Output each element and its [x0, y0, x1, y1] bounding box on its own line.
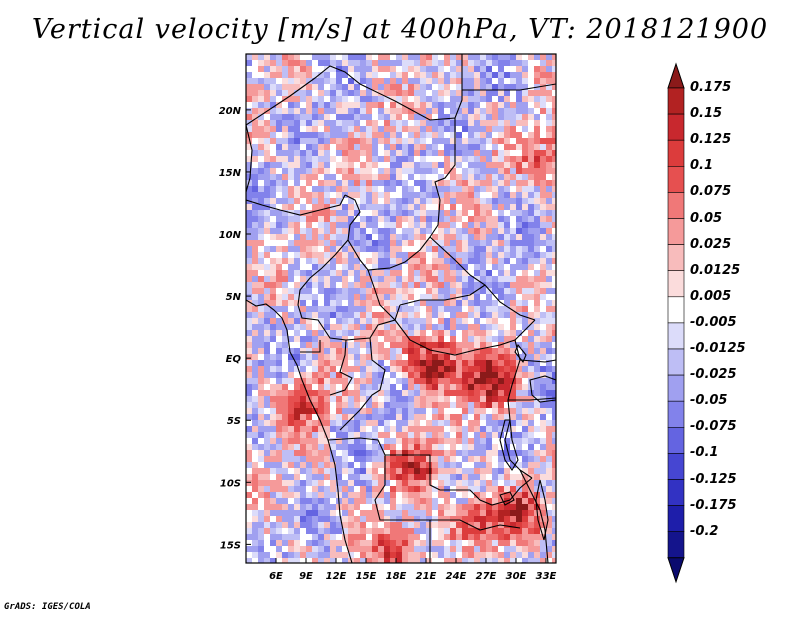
- colorbar-label: 0.175: [690, 80, 732, 95]
- colorbar-swatch: [667, 113, 685, 141]
- colorbar-label: 0.075: [690, 184, 732, 200]
- colorbar-label: -0.025: [690, 367, 737, 383]
- lon-tick-label: 15E: [356, 571, 377, 582]
- colorbar-swatch: [667, 87, 685, 115]
- map-title: Vertical velocity [m/s] at 400hPa, VT: 2…: [31, 14, 769, 45]
- colorbar-label: -0.05: [690, 393, 728, 409]
- lon-tick-label: 9E: [299, 571, 313, 582]
- lon-tick-label: 24E: [446, 571, 467, 582]
- lon-tick-label: 33E: [536, 571, 557, 582]
- lon-tick-label: 30E: [506, 571, 527, 582]
- colorbar-label: 0.05: [690, 210, 723, 226]
- colorbar-swatch: [667, 139, 685, 167]
- lat-tick-label: EQ: [226, 354, 242, 365]
- colorbar-swatch: [667, 296, 685, 324]
- colorbar-label: -0.2: [690, 523, 719, 539]
- colorbar-swatch: [667, 166, 685, 193]
- colorbar-label: 0.0125: [690, 262, 741, 278]
- colorbar-label: -0.005: [690, 314, 737, 330]
- colorbar-swatch: [667, 479, 685, 506]
- lat-tick-label: 5N: [226, 292, 242, 303]
- colorbar-swatch: [667, 192, 685, 219]
- colorbar-label: -0.125: [690, 471, 737, 487]
- country-borders: [246, 54, 556, 563]
- border-car: [394, 236, 536, 356]
- colorbar-label: -0.0125: [690, 341, 746, 356]
- colorbar-label: -0.1: [690, 445, 719, 461]
- lake-malawi: [535, 479, 549, 541]
- border-congo: [300, 337, 386, 431]
- colorbar-swatch: [667, 244, 685, 272]
- velocity-field: [246, 54, 556, 563]
- lat-tick-label: 10N: [219, 230, 242, 241]
- colorbar-top-arrow: [667, 62, 685, 89]
- lon-tick-label: 18E: [386, 571, 407, 582]
- colorbar-swatch: [667, 426, 685, 454]
- colorbar-label: -0.175: [690, 497, 737, 513]
- lake-albert: [514, 343, 527, 364]
- lake-tanganyika: [499, 419, 519, 472]
- colorbar-label: 0.025: [690, 236, 732, 252]
- lake-victoria: [529, 375, 556, 403]
- map-axes: 6E 9E 12E 15E 18E 21E 24E 27E 30E 33E 20N 15N 10N 5N E…: [219, 106, 557, 582]
- colorbar-swatch: [667, 505, 685, 533]
- colorbar-label: 0.15: [690, 106, 723, 122]
- lat-tick-label: 20N: [219, 106, 242, 117]
- colorbar-label: -0.075: [690, 419, 737, 435]
- lake-mweru: [499, 491, 515, 506]
- colorbar-label: 0.1: [690, 158, 714, 174]
- lat-tick-label: 15S: [220, 540, 241, 551]
- colorbar-swatch: [667, 322, 685, 350]
- border-chad: [246, 194, 431, 271]
- lon-tick-label: 27E: [476, 571, 497, 582]
- coastline: [246, 124, 353, 563]
- colorbar-label: 0.005: [690, 288, 732, 304]
- border-nigeria-cameroon: [297, 239, 401, 341]
- colorbar-swatch: [667, 400, 685, 428]
- lon-tick-label: 21E: [416, 571, 437, 582]
- colorbar-swatch: [667, 218, 685, 245]
- map-frame: [245, 53, 557, 564]
- lon-tick-label: 6E: [269, 571, 283, 582]
- colorbar-swatch: [667, 270, 685, 298]
- colorbar-bottom-arrow: [667, 557, 685, 584]
- colorbar-swatch: [667, 453, 685, 480]
- lon-tick-label: 12E: [326, 571, 347, 582]
- lat-tick-label: 15N: [219, 168, 242, 179]
- colorbar-swatch: [667, 531, 685, 559]
- colorbar-swatch: [667, 348, 685, 376]
- colorbar: [667, 62, 685, 584]
- grads-credit: GrADS: IGES/COLA: [4, 602, 91, 612]
- lat-tick-label: 10S: [220, 478, 241, 489]
- border-drc-south: [327, 437, 533, 563]
- border-north: [246, 54, 556, 238]
- lat-tick-label: 5S: [227, 416, 241, 427]
- colorbar-label: 0.125: [690, 132, 732, 148]
- colorbar-swatch: [667, 374, 685, 402]
